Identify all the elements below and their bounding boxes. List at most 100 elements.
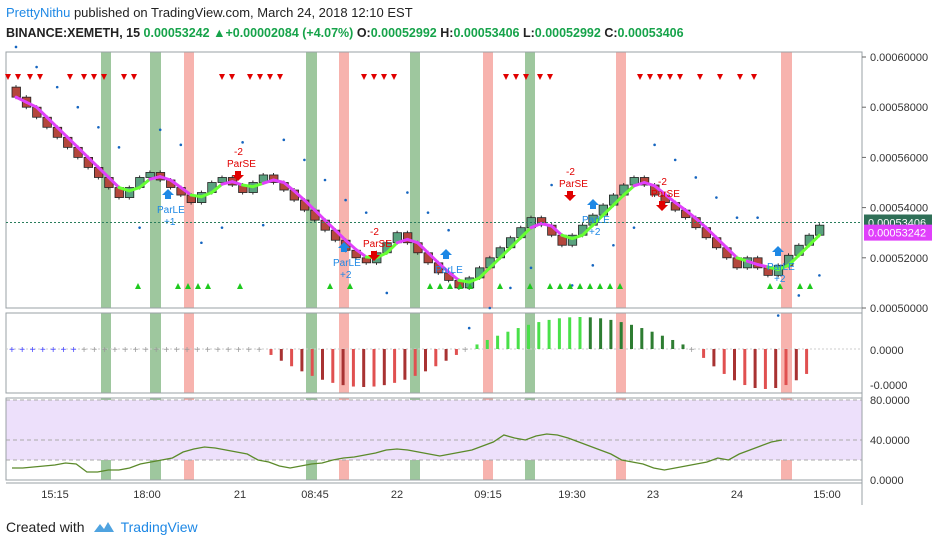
histogram-bar <box>557 318 561 349</box>
histogram-bar <box>444 349 448 361</box>
up-triangle <box>497 283 503 289</box>
close-value: 0.00053406 <box>617 26 684 40</box>
up-triangle <box>557 283 563 289</box>
histogram-plus: + <box>143 345 149 356</box>
sar-dot <box>509 286 512 290</box>
up-triangle <box>185 283 191 289</box>
histogram-plus: + <box>122 345 128 356</box>
signal-band <box>616 52 626 308</box>
trend-line-segment <box>653 184 667 196</box>
histogram-bar <box>712 349 716 367</box>
oscillator-line <box>12 433 783 473</box>
down-triangle <box>513 74 519 80</box>
publish-header: PrettyNithu published on TradingView.com… <box>6 5 413 20</box>
histogram-bar <box>650 331 654 349</box>
histogram-bar <box>496 335 500 349</box>
trend-line-segment <box>251 181 265 189</box>
histogram-bar <box>784 349 788 386</box>
histogram-bar <box>475 344 479 349</box>
trend-line-segment <box>210 182 224 195</box>
price-tick-label: 0.00056000 <box>870 152 928 164</box>
trend-line-segment <box>704 226 718 240</box>
signal-label: ParLE <box>582 215 610 226</box>
histogram-plus: + <box>184 345 190 356</box>
up-triangle <box>467 283 473 289</box>
down-triangle <box>267 74 273 80</box>
signal-band <box>184 313 194 393</box>
down-triangle <box>37 74 43 80</box>
histogram-plus: + <box>133 345 139 356</box>
trend-line-segment <box>622 184 636 197</box>
trend-line-segment <box>529 221 543 230</box>
histogram-bar <box>485 339 489 349</box>
trend-line-segment <box>45 115 59 129</box>
trend-line-segment <box>117 186 131 193</box>
signal-label: ParLE <box>333 258 361 269</box>
time-tick-label: 15:00 <box>813 489 841 501</box>
sar-dot <box>117 146 121 149</box>
down-triangle <box>547 74 553 80</box>
symbol-name[interactable]: BINANCE:XEMETH, 15 <box>6 26 141 40</box>
sar-dot <box>282 138 286 142</box>
histogram-bar <box>290 349 294 367</box>
sar-dot <box>241 141 244 144</box>
trend-line-segment <box>467 276 481 284</box>
trend-line-segment <box>539 221 554 228</box>
sar-dot <box>632 226 636 229</box>
low-label: L: <box>522 26 535 40</box>
candle <box>124 187 135 198</box>
trend-line-segment <box>405 237 420 245</box>
histogram-bar <box>743 349 747 386</box>
signal-value: +2 <box>774 274 786 285</box>
up-triangle <box>205 283 211 289</box>
candle <box>815 224 825 236</box>
author-link[interactable]: PrettyNithu <box>6 5 71 20</box>
time-tick-label: 08:45 <box>301 489 329 501</box>
sar-dot <box>303 158 306 162</box>
down-triangle <box>503 74 509 80</box>
trend-line-segment <box>333 228 348 242</box>
histogram-bar <box>794 349 798 381</box>
trend-line-segment <box>570 233 584 241</box>
down-triangle <box>131 74 137 80</box>
histogram-bar <box>434 349 438 367</box>
down-triangle <box>5 74 11 80</box>
signal-band <box>525 313 535 393</box>
down-triangle <box>657 74 663 80</box>
tradingview-brand-link[interactable]: TradingView <box>120 519 198 535</box>
price-change: +0.00002084 (+4.07%) <box>225 26 354 40</box>
oscillator-band <box>6 400 862 460</box>
up-triangle <box>547 283 553 289</box>
signal-value: +1 <box>164 217 176 228</box>
signal-band <box>410 52 420 308</box>
down-triangle <box>247 74 253 80</box>
time-tick-label: 24 <box>731 489 743 501</box>
histogram-plus: + <box>61 345 67 356</box>
histogram-bar <box>424 349 427 372</box>
signal-band <box>525 52 535 308</box>
candle <box>145 172 155 178</box>
signal-band <box>781 52 792 308</box>
footer: Created with TradingView <box>6 519 198 535</box>
sar-dot <box>200 241 203 245</box>
down-triangle <box>91 74 97 80</box>
trend-line-segment <box>416 241 430 255</box>
down-triangle <box>637 74 643 80</box>
histogram-bar <box>547 319 551 349</box>
down-triangle <box>697 74 703 80</box>
candle <box>536 217 547 226</box>
price-tick-label: 0.00050000 <box>870 303 928 315</box>
sar-dot <box>364 211 368 214</box>
up-triangle <box>447 283 453 289</box>
down-triangle <box>257 74 263 80</box>
sar-dot <box>426 211 430 214</box>
trend-line-segment <box>169 178 183 190</box>
trend-line-segment <box>323 218 337 232</box>
trend-line-segment <box>581 223 595 237</box>
histogram-bar <box>588 317 592 349</box>
histogram-plus: + <box>81 345 87 356</box>
histogram-plus: + <box>225 345 231 356</box>
trend-line-segment <box>292 189 306 202</box>
trend-line-segment <box>220 180 234 186</box>
